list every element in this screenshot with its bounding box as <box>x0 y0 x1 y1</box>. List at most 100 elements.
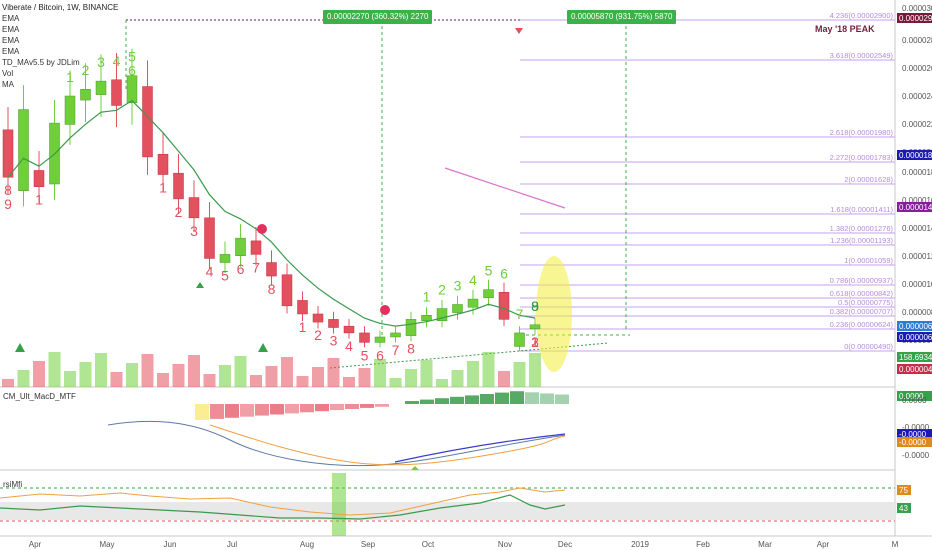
macd-hist-bar <box>195 404 209 420</box>
sell-arrow-icon <box>515 28 523 34</box>
measure-callout[interactable]: 0.00005870 (931.75%) 5870 <box>567 10 677 24</box>
macd-pane-label[interactable]: CM_Ult_MacD_MTF <box>3 392 76 401</box>
candle-body[interactable] <box>297 300 308 315</box>
volume-bar <box>374 359 386 387</box>
pink-trendline[interactable] <box>444 167 566 209</box>
td-count-label: 4 <box>469 272 477 288</box>
time-axis[interactable]: Apr May Jun Jul Aug Sep Oct Nov Dec 2019 Feb Mar Apr… <box>29 540 899 549</box>
candle-body[interactable] <box>111 79 122 106</box>
price-tag[interactable] <box>897 202 932 212</box>
candle-body[interactable] <box>390 332 401 338</box>
candle-body[interactable] <box>142 86 153 158</box>
candle-body[interactable] <box>188 197 200 219</box>
candle-body[interactable] <box>80 88 91 101</box>
volume-bars <box>2 352 541 387</box>
indicator-label[interactable]: TD_MAv5.5 by JDLim <box>2 58 80 67</box>
symbol-title[interactable]: Viberate / Bitcoin, 1W, BINANCE <box>2 3 119 12</box>
fib-level-label: 2(0.00001628) <box>844 175 893 184</box>
candle-body[interactable] <box>281 274 293 307</box>
candle-body[interactable] <box>483 289 494 298</box>
fib-level-label: 2.618(0.00001980) <box>830 128 894 137</box>
volume-bar <box>157 373 169 387</box>
candle-body[interactable] <box>95 80 107 95</box>
macd-tag[interactable] <box>897 437 932 447</box>
macd-tag[interactable] <box>897 391 932 401</box>
candle-body[interactable] <box>498 292 510 320</box>
volume-bar <box>79 362 92 387</box>
price-tag[interactable] <box>897 321 932 331</box>
price-tag[interactable] <box>897 352 932 362</box>
volume-bar <box>95 353 107 387</box>
measure-callout[interactable]: 0.00002270 (360.32%) 2270 <box>323 10 433 24</box>
volume-bar <box>2 379 14 387</box>
rsi-tag[interactable] <box>897 485 911 495</box>
candle-body[interactable] <box>529 324 541 330</box>
td-count-label: 3 <box>531 334 539 350</box>
candle-body[interactable] <box>266 262 277 277</box>
indicator-label[interactable]: EMA <box>2 36 20 45</box>
price-tag[interactable] <box>897 364 932 374</box>
price-tag-label: 0.00000431 <box>899 365 932 374</box>
candle-body[interactable] <box>452 304 463 313</box>
candle-body[interactable] <box>2 129 14 178</box>
time-tick-label: Nov <box>498 540 512 549</box>
candle-body[interactable] <box>312 313 324 323</box>
price-tag[interactable] <box>897 13 932 23</box>
time-tick-label: Oct <box>422 540 435 549</box>
indicator-label[interactable]: EMA <box>2 25 20 34</box>
candle-body[interactable] <box>514 332 525 347</box>
rsi-pane-label[interactable]: rsiMfi <box>3 480 23 489</box>
candle-body[interactable] <box>235 237 246 257</box>
td-count-label: 7 <box>252 259 260 275</box>
td-count-label: 5 <box>485 263 493 279</box>
macd-blue-line <box>394 433 566 463</box>
indicator-label[interactable]: EMA <box>2 14 20 23</box>
candle-body[interactable] <box>33 170 45 187</box>
indicator-label[interactable]: Vol <box>2 69 14 78</box>
candle-body[interactable] <box>374 336 386 343</box>
volume-bar <box>141 354 154 387</box>
macd-tag[interactable] <box>897 429 932 439</box>
td-perfect-badge-icon <box>257 224 267 234</box>
fib-level-label: 4.236(0.00002900) <box>830 11 894 20</box>
candle-body[interactable] <box>436 308 448 321</box>
candle-body[interactable] <box>157 153 169 175</box>
td-count-label: 4 <box>345 338 353 354</box>
time-tick-label: Dec <box>558 540 572 549</box>
td-count-label: 6 <box>376 347 384 363</box>
fib-level-label: 1(0.00001059) <box>844 256 893 265</box>
candle-body[interactable] <box>250 240 262 255</box>
candle-body[interactable] <box>421 315 432 321</box>
candle-body[interactable] <box>467 298 479 308</box>
price-tag[interactable] <box>897 332 932 342</box>
volume-bar <box>265 366 278 387</box>
indicator-label[interactable]: EMA <box>2 47 20 56</box>
td-perfect-badge-icon <box>380 305 390 315</box>
buy-arrow-icon <box>196 282 204 288</box>
candle-body[interactable] <box>328 319 339 328</box>
indicator-label[interactable]: MA <box>2 80 14 89</box>
candle-body[interactable] <box>219 254 231 263</box>
fib-level-label: 0.618(0.00000842) <box>830 289 894 298</box>
candle-body[interactable] <box>126 75 138 104</box>
candles-group[interactable] <box>2 48 541 352</box>
rsi-tag[interactable] <box>897 503 911 513</box>
macd-tick-label: -0.0000 <box>902 423 930 432</box>
candle-body[interactable] <box>173 172 184 200</box>
indicator-list: EMA EMA EMA EMA TD_MAv5.5 by JDLim Vol MA <box>2 13 118 90</box>
candle-body[interactable] <box>64 95 76 125</box>
candle-body[interactable] <box>343 325 355 334</box>
candle-body[interactable] <box>405 319 417 336</box>
macd-hist-bar <box>420 399 434 404</box>
fib-level-label: 0.5(0.00000775) <box>838 298 894 307</box>
fib-extension-group[interactable]: 4.236(0.00002900) 3.618(0.00002549) 2.618(… <box>520 11 895 352</box>
candle-body[interactable] <box>359 332 370 343</box>
td-count-label: 5 <box>221 268 229 284</box>
price-axis[interactable]: 0.00003000 0.00002800 0.00002600 0.00002400… <box>897 4 932 513</box>
fib-level-label: 0.786(0.00000937) <box>830 276 894 285</box>
price-tag[interactable] <box>897 150 932 160</box>
candle-body[interactable] <box>18 109 29 192</box>
candle-body[interactable] <box>204 217 215 259</box>
highlight-ellipse[interactable] <box>536 256 572 372</box>
